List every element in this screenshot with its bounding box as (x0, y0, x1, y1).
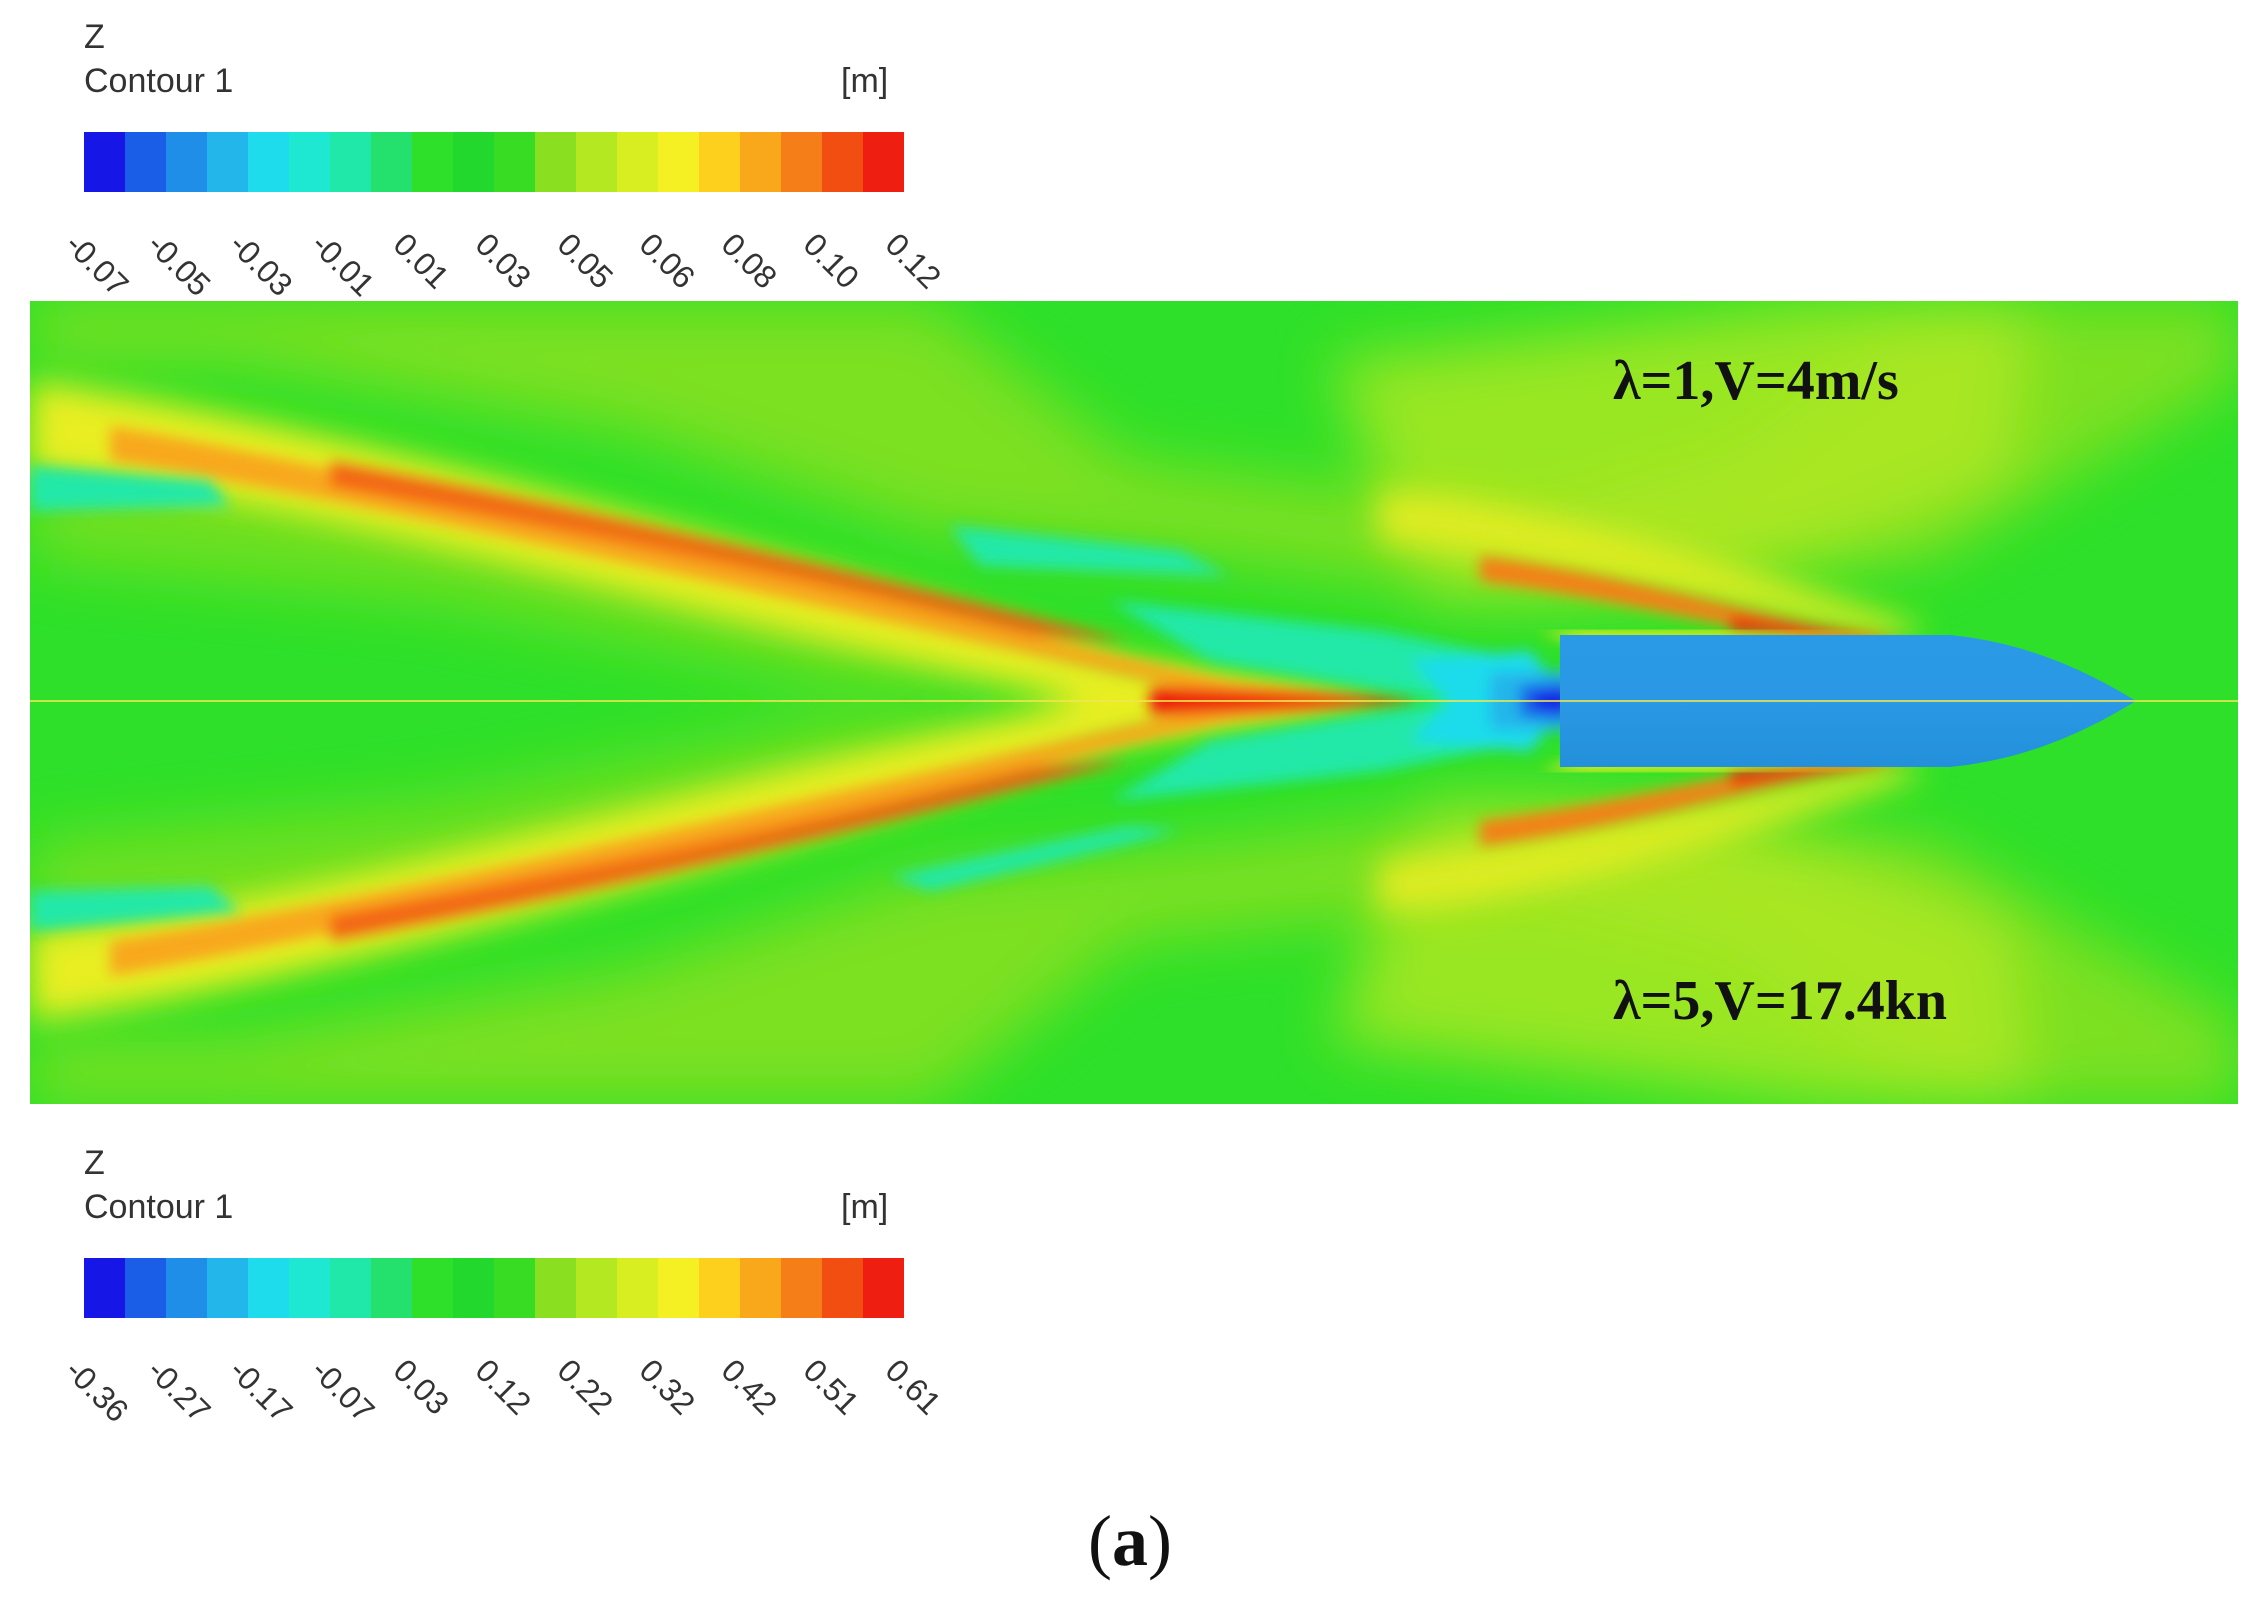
color-bar (84, 1258, 904, 1318)
color-bar-cell (740, 1258, 781, 1318)
legend-tick-label: 0.32 (632, 1352, 703, 1422)
legend-tick-label: -0.17 (222, 1352, 300, 1430)
color-bar-cell (576, 132, 617, 192)
color-bar-cell (781, 132, 822, 192)
legend-tick-label: -0.07 (304, 1352, 382, 1430)
legend-tick-label: 0.06 (632, 226, 703, 296)
legend-tick-label: 0.03 (386, 1352, 457, 1422)
color-bar (84, 132, 904, 192)
color-bar-cell (658, 132, 699, 192)
legend-tick-label: -0.36 (58, 1352, 136, 1430)
legend-variable: Z (84, 18, 105, 56)
caption-close: ) (1148, 1501, 1172, 1581)
colorbar-legend-bottom: Z Contour 1 [m] -0.36 -0.27 -0.17 -0.07 0.03… (59, 1144, 948, 1504)
color-bar-cell (863, 132, 904, 192)
color-bar-cell (289, 132, 330, 192)
color-bar-cell (822, 132, 863, 192)
legend-name: Contour 1 (84, 62, 234, 100)
color-bar-cell (289, 1258, 330, 1318)
legend-tick-label: 0.08 (714, 226, 785, 296)
color-bar-cell (412, 132, 453, 192)
color-bar-cell (453, 132, 494, 192)
caption-label: a (1112, 1501, 1148, 1581)
color-bar-cell (330, 1258, 371, 1318)
legend-tick-label: -0.03 (222, 226, 300, 304)
annotation-top: λ=1,V=4m/s (1613, 350, 1899, 412)
legend-unit: [m] (841, 62, 889, 100)
legend-tick-label: 0.42 (714, 1352, 785, 1422)
color-bar-cell (330, 132, 371, 192)
colorbar-legend-top: Z Contour 1 [m] -0.07 -0.05 -0.03 -0.01 0.01… (59, 18, 948, 378)
legend-unit: [m] (841, 1188, 889, 1226)
legend-tick-label: 0.12 (468, 1352, 539, 1422)
color-bar-cell (576, 1258, 617, 1318)
color-bar-cell (125, 1258, 166, 1318)
annotation-bottom: λ=5,V=17.4kn (1613, 970, 1948, 1032)
color-bar-cell (781, 1258, 822, 1318)
color-bar-cell (125, 132, 166, 192)
legend-name: Contour 1 (84, 1188, 234, 1226)
color-bar-cell (166, 132, 207, 192)
color-bar-cell (453, 1258, 494, 1318)
figure-caption: (a) (0, 1500, 2260, 1583)
color-bar-cell (207, 132, 248, 192)
contour-plot: λ=1,V=4m/s λ=5,V=17.4kn (30, 301, 2238, 1104)
legend-tick-label: 0.10 (796, 226, 867, 296)
color-bar-cell (740, 132, 781, 192)
legend-tick-label: 0.01 (386, 226, 457, 296)
color-bar-cell (248, 132, 289, 192)
color-bar-cell (699, 1258, 740, 1318)
color-bar-cell (658, 1258, 699, 1318)
color-bar-cell (166, 1258, 207, 1318)
color-bar-cell (535, 1258, 576, 1318)
color-bar-cell (248, 1258, 289, 1318)
color-bar-cell (494, 132, 535, 192)
color-bar-cell (207, 1258, 248, 1318)
color-bar-cell (371, 132, 412, 192)
legend-tick-label: 0.22 (550, 1352, 621, 1422)
legend-tick-label: 0.05 (550, 226, 621, 296)
legend-tick-label: 0.03 (468, 226, 539, 296)
legend-tick-label: 0.12 (878, 226, 949, 296)
caption-open: ( (1088, 1501, 1112, 1581)
legend-tick-label: -0.07 (58, 226, 136, 304)
color-bar-cell (699, 132, 740, 192)
wave-elevation-field (30, 301, 2238, 1104)
color-bar-cell (84, 132, 125, 192)
color-bar-cell (535, 132, 576, 192)
color-bar-cell (617, 1258, 658, 1318)
color-bar-cell (371, 1258, 412, 1318)
color-bar-cell (494, 1258, 535, 1318)
legend-tick-label: -0.01 (304, 226, 382, 304)
color-bar-cell (84, 1258, 125, 1318)
legend-variable: Z (84, 1144, 105, 1182)
legend-tick-label: 0.61 (878, 1352, 949, 1422)
legend-tick-label: -0.27 (140, 1352, 218, 1430)
color-bar-cell (412, 1258, 453, 1318)
color-bar-cell (863, 1258, 904, 1318)
color-bar-cell (617, 132, 658, 192)
legend-tick-label: -0.05 (140, 226, 218, 304)
legend-tick-label: 0.51 (796, 1352, 867, 1422)
color-bar-cell (822, 1258, 863, 1318)
